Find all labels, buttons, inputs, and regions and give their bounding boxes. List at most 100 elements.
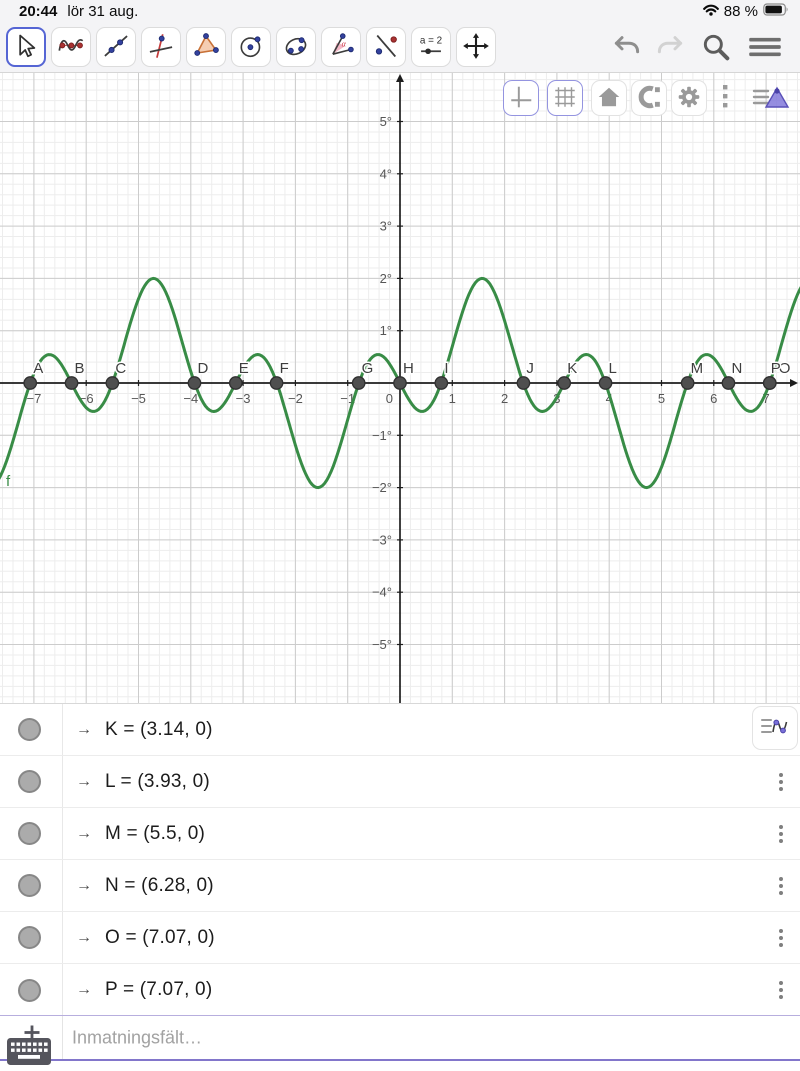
row-menu-button[interactable] — [775, 821, 787, 847]
visibility-marble[interactable] — [18, 718, 41, 741]
intersect-icon — [147, 32, 175, 63]
style-bar-button[interactable] — [750, 83, 792, 115]
battery-icon — [763, 2, 790, 20]
angle-icon: α — [327, 32, 355, 63]
grid-toggle-button[interactable] — [547, 80, 583, 116]
tool-move-view[interactable] — [456, 27, 496, 67]
point-label-J: J — [526, 360, 534, 377]
visibility-marble[interactable] — [18, 822, 41, 845]
algebra-row-P[interactable]: → P = (7.07, 0) — [0, 964, 800, 1016]
tool-angle[interactable]: α — [321, 27, 361, 67]
row-menu-button[interactable] — [775, 769, 787, 795]
x-tick-label: −5 — [131, 391, 146, 406]
undo-button[interactable] — [610, 31, 644, 65]
point-label-F: F — [280, 360, 289, 377]
algebra-row-K[interactable]: → K = (3.14, 0) — [0, 704, 800, 756]
point-L[interactable] — [598, 376, 613, 390]
x-tick-label: 5 — [658, 391, 665, 406]
point-B[interactable] — [64, 376, 79, 390]
snap-button[interactable] — [631, 80, 667, 116]
point-label-L: L — [609, 360, 617, 377]
point-label-E: E — [239, 360, 249, 377]
x-tick-label: 6 — [710, 391, 717, 406]
graphics-more-button[interactable] — [713, 83, 737, 113]
expression-text: P = (7.07, 0) — [105, 979, 213, 1000]
expression-text: M = (5.5, 0) — [105, 822, 206, 844]
y-tick-label: 3° — [380, 219, 392, 234]
y-tick-label: 5° — [380, 114, 392, 129]
circle-icon — [237, 32, 265, 63]
point-label-N: N — [731, 360, 742, 377]
point-D[interactable] — [187, 376, 202, 390]
tool-slider[interactable]: a = 2 — [411, 27, 451, 67]
tool-move[interactable] — [6, 27, 46, 67]
status-bar: 20:44 lör 31 aug. 88 % — [0, 0, 800, 22]
axes-icon — [508, 84, 534, 113]
point-F[interactable] — [269, 376, 284, 390]
point-H[interactable] — [393, 376, 407, 390]
algebra-input-placeholder: Inmatningsfält… — [72, 1027, 203, 1047]
visibility-marble[interactable] — [18, 770, 41, 793]
dependent-arrow-icon: → — [76, 928, 92, 946]
menu-button[interactable] — [748, 31, 782, 65]
point-label-K: K — [567, 360, 577, 377]
keyboard-toggle-button[interactable] — [5, 1024, 57, 1071]
x-tick-label: 0 — [386, 391, 393, 406]
point-label-A: A — [33, 360, 43, 377]
algebra-row-O[interactable]: → O = (7.07, 0) — [0, 912, 800, 964]
row-menu-button[interactable] — [775, 873, 787, 899]
dependent-arrow-icon: → — [76, 981, 92, 998]
search-button[interactable] — [699, 31, 733, 65]
row-menu-button[interactable] — [775, 977, 787, 1003]
point-J[interactable] — [516, 376, 531, 390]
hamburger-icon — [748, 32, 782, 65]
visibility-marble[interactable] — [18, 874, 41, 897]
axes-toggle-button[interactable] — [503, 80, 539, 116]
point-A[interactable] — [23, 376, 38, 390]
x-tick-label: 7 — [762, 391, 769, 406]
point-E[interactable] — [228, 376, 243, 390]
graph-canvas[interactable]: −7 −6 −5 −4 −3 −2 −1 0 1 2 3 4 5 6 75°4°3°2°1°−1°−2°−3… — [0, 73, 800, 703]
tool-conic-points[interactable] — [276, 27, 316, 67]
algebra-style-button[interactable] — [752, 706, 798, 750]
expression-text: K = (3.14, 0) — [105, 718, 213, 740]
visibility-marble[interactable] — [18, 926, 41, 949]
tool-intersecting-lines[interactable] — [141, 27, 181, 67]
home-icon — [596, 84, 622, 113]
expression-text: L = (3.93, 0) — [105, 770, 210, 792]
ellipse-icon — [282, 32, 310, 63]
algebra-icon — [758, 711, 792, 746]
tool-point-on-function[interactable] — [51, 27, 91, 67]
algebra-view: → K = (3.14, 0) → L = (3.93, 0) → M = (5.5, 0… — [0, 703, 800, 1016]
redo-button[interactable] — [653, 31, 687, 65]
row-menu-button[interactable] — [775, 925, 787, 951]
algebra-row-M[interactable]: → M = (5.5, 0) — [0, 808, 800, 860]
tool-reflect-line[interactable] — [366, 27, 406, 67]
input-bar[interactable]: Inmatningsfält… — [0, 1015, 800, 1065]
point-M[interactable] — [680, 376, 695, 390]
tool-line[interactable] — [96, 27, 136, 67]
tool-circle-center[interactable] — [231, 27, 271, 67]
home-button[interactable] — [591, 80, 627, 116]
point-label-O: O — [779, 360, 791, 377]
dependent-arrow-icon: → — [76, 720, 92, 738]
style-bar-icon — [751, 83, 791, 116]
search-icon — [700, 31, 732, 66]
point-C[interactable] — [105, 376, 120, 390]
cursor-icon — [12, 32, 40, 63]
point-G[interactable] — [351, 376, 366, 390]
graphics-view[interactable]: −7 −6 −5 −4 −3 −2 −1 0 1 2 3 4 5 6 7 5° 4° 3° 2° 1° −1° −2° −3… — [0, 73, 800, 703]
svg-text:a = 2: a = 2 — [420, 35, 443, 46]
algebra-row-L[interactable]: → L = (3.93, 0) — [0, 756, 800, 808]
svg-text:α: α — [342, 39, 347, 48]
curve-points-icon — [57, 32, 85, 63]
function-label: f — [6, 473, 11, 490]
point-K[interactable] — [557, 376, 572, 390]
point-I[interactable] — [434, 376, 449, 390]
visibility-marble[interactable] — [18, 978, 41, 1002]
tool-polygon[interactable] — [186, 27, 226, 67]
point-P[interactable] — [762, 376, 777, 390]
point-N[interactable] — [721, 376, 736, 390]
algebra-row-N[interactable]: → N = (6.28, 0) — [0, 860, 800, 912]
settings-button[interactable] — [671, 80, 707, 116]
